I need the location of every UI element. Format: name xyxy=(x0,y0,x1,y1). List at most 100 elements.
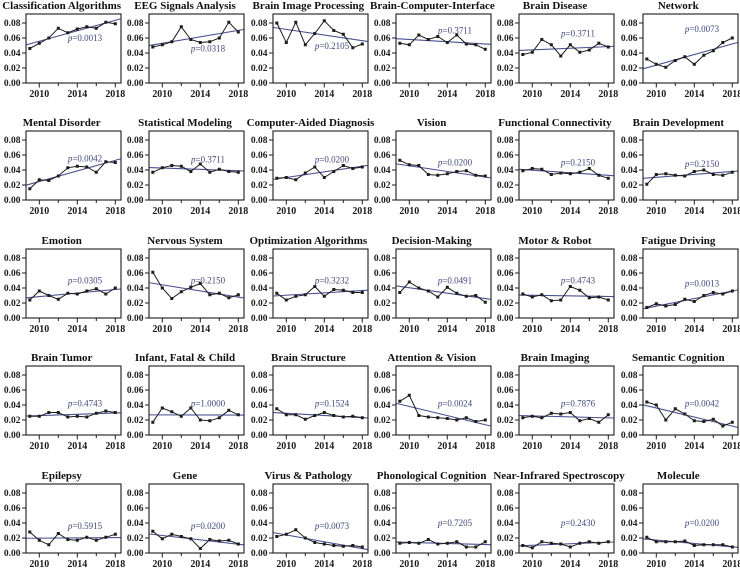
y-tick-label: 0.08 xyxy=(251,136,268,146)
y-tick-label: 0.06 xyxy=(251,269,268,279)
x-tick-label: 2018 xyxy=(229,89,249,100)
y-tick-label: 0.02 xyxy=(497,181,514,191)
data-point xyxy=(189,38,193,42)
data-point xyxy=(341,544,345,548)
p-value-label: p=0.0073 xyxy=(683,24,719,34)
data-point xyxy=(407,163,411,167)
y-tick-label: 0.06 xyxy=(374,504,391,514)
subplot-plot: 0.00 0.02 0.04 0.06 0.08 2010 2014 2018 p=0.2430 xyxy=(497,483,619,570)
data-point xyxy=(56,531,60,535)
data-point xyxy=(331,543,335,547)
data-point xyxy=(350,46,354,50)
y-tick-label: 0.08 xyxy=(374,19,391,29)
data-point xyxy=(663,172,667,176)
y-tick-label: 0.02 xyxy=(127,299,144,309)
subplot-plot: 0.00 0.02 0.04 0.06 0.08 2010 2014 2018 p=0.0200 xyxy=(374,130,495,217)
y-tick-label: 0.02 xyxy=(621,299,638,309)
data-point xyxy=(104,160,108,164)
data-point xyxy=(37,289,41,293)
data-point xyxy=(711,49,715,53)
y-tick-label: 0.04 xyxy=(497,166,514,176)
x-tick-label: 2018 xyxy=(352,89,372,100)
data-point xyxy=(331,414,335,418)
data-point xyxy=(398,541,402,545)
y-tick-label: 0.06 xyxy=(251,151,268,161)
data-point xyxy=(208,40,212,44)
subplot-cell: Phonological Cognition 0.00 0.02 0.04 0.06 0… xyxy=(370,470,495,587)
data-point xyxy=(720,174,724,178)
y-tick-label: 0.00 xyxy=(621,196,638,206)
subplot-title: Motor & Robot xyxy=(518,234,592,247)
data-point xyxy=(350,414,354,418)
y-tick-label: 0.02 xyxy=(251,64,268,74)
data-point xyxy=(455,418,459,422)
data-point xyxy=(720,292,724,296)
data-markers xyxy=(274,19,364,50)
axis-box xyxy=(642,13,739,84)
subplot-title: Virus & Pathology xyxy=(264,469,353,482)
data-point xyxy=(673,407,677,411)
data-point xyxy=(303,43,307,47)
data-markers xyxy=(151,406,241,424)
y-tick-label: 0.00 xyxy=(621,549,638,559)
data-point xyxy=(445,41,449,45)
data-point xyxy=(569,43,573,47)
subplot-plot: 0.00 0.02 0.04 0.06 0.08 2010 2014 2018 p=0.4743 xyxy=(4,365,125,452)
data-point xyxy=(407,280,411,284)
data-point xyxy=(218,291,222,295)
data-point xyxy=(303,171,307,175)
data-point xyxy=(455,33,459,37)
y-tick-label: 0.08 xyxy=(4,19,21,29)
subplot-cell: Classification Algorithms 0.00 0.02 0.04 0.… xyxy=(0,0,125,117)
axis-box xyxy=(642,248,739,319)
data-point xyxy=(701,168,705,172)
data-point xyxy=(360,165,364,169)
y-tick-label: 0.00 xyxy=(4,549,21,559)
data-point xyxy=(607,298,611,302)
data-point xyxy=(360,290,364,294)
y-tick-label: 0.08 xyxy=(127,371,144,381)
data-point xyxy=(341,164,345,168)
trend-line xyxy=(643,170,738,180)
data-point xyxy=(312,32,316,36)
x-tick-label: 2014 xyxy=(67,324,87,335)
y-tick-label: 0.06 xyxy=(497,269,514,279)
subplot-cell: Fatigue Driving 0.00 0.02 0.04 0.06 0.08 2010… xyxy=(617,235,740,352)
data-line xyxy=(152,271,239,299)
data-point xyxy=(644,535,648,539)
data-point xyxy=(426,38,430,42)
data-point xyxy=(701,53,705,57)
data-point xyxy=(531,167,535,171)
subplot-plot: 0.00 0.02 0.04 0.06 0.08 2010 2014 2018 p=0.0200 xyxy=(127,483,249,570)
data-point xyxy=(644,57,648,61)
subplot-cell: Molecule 0.00 0.02 0.04 0.06 0.08 2010 2014 201… xyxy=(617,470,740,587)
data-line xyxy=(276,408,363,421)
y-tick-label: 0.02 xyxy=(127,181,144,191)
data-markers xyxy=(28,160,117,191)
subplot-plot: 0.00 0.02 0.04 0.06 0.08 2010 2014 2018 p=0.3711 xyxy=(497,13,619,100)
data-point xyxy=(483,418,487,422)
data-line xyxy=(153,21,239,48)
subplot-plot: 0.00 0.02 0.04 0.06 0.08 2010 2014 2018 p=0.0305 xyxy=(4,248,125,335)
y-tick-label: 0.04 xyxy=(621,519,638,529)
data-markers xyxy=(521,539,611,549)
data-point xyxy=(417,541,421,545)
y-tick-label: 0.06 xyxy=(127,151,144,161)
data-point xyxy=(654,302,658,306)
data-line xyxy=(29,21,116,49)
p-value-label: p=0.2105 xyxy=(314,41,350,51)
y-tick-label: 0.02 xyxy=(374,181,391,191)
y-tick-label: 0.04 xyxy=(127,49,144,59)
data-point xyxy=(644,400,648,404)
x-tick-label: 2018 xyxy=(352,324,372,335)
data-point xyxy=(151,270,155,274)
data-point xyxy=(170,164,174,168)
data-line xyxy=(646,290,733,308)
data-markers xyxy=(274,164,364,182)
x-tick-label: 2014 xyxy=(684,206,704,217)
data-point xyxy=(161,286,165,290)
y-tick-label: 0.08 xyxy=(497,371,514,381)
data-point xyxy=(293,527,297,531)
x-tick-label: 2014 xyxy=(67,559,87,570)
data-point xyxy=(682,55,686,59)
